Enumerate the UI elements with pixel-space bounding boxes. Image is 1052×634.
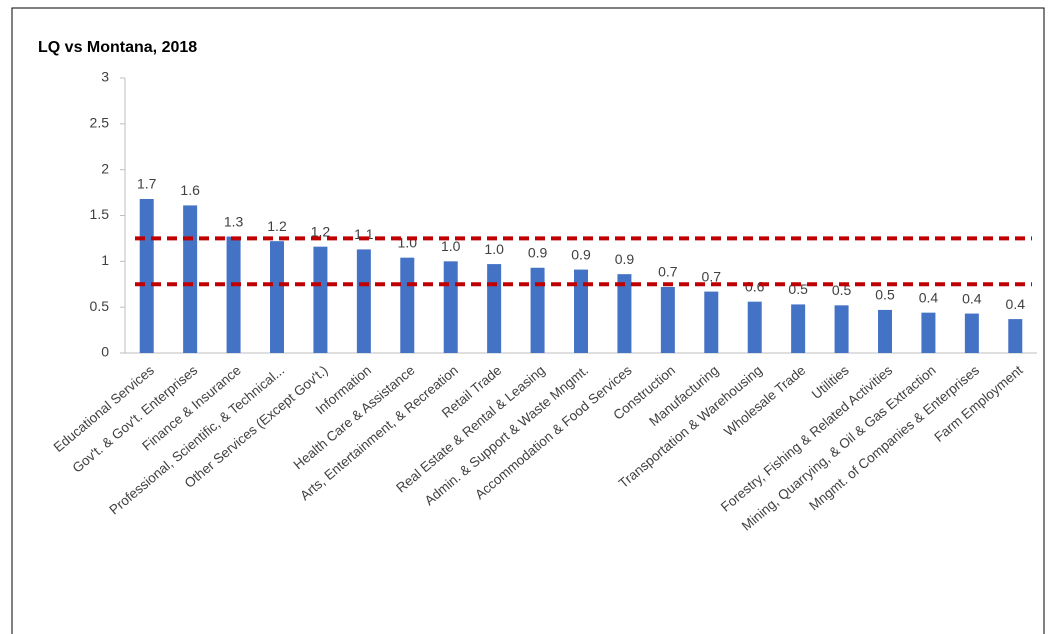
value-label: 1.0	[441, 238, 461, 254]
value-label: 1.7	[137, 176, 157, 192]
bar	[878, 309, 892, 353]
value-label: 1.6	[180, 182, 200, 198]
bar	[747, 301, 762, 353]
y-tick-label: 0	[101, 344, 109, 360]
bar	[574, 269, 588, 353]
bar	[964, 313, 979, 353]
bar	[183, 205, 198, 353]
value-label: 0.7	[658, 264, 678, 280]
value-label: 0.4	[919, 289, 939, 305]
value-label: 1.0	[484, 241, 504, 257]
bar	[791, 304, 806, 353]
y-tick-label: 1.5	[90, 206, 110, 222]
y-tick-label: 2	[101, 160, 109, 176]
bar	[704, 291, 719, 353]
bar	[660, 287, 675, 353]
bar	[443, 261, 458, 353]
bar	[834, 305, 849, 353]
y-tick-label: 3	[101, 69, 109, 85]
bar	[139, 199, 154, 353]
value-label: 0.5	[875, 287, 895, 303]
value-label: 0.9	[571, 246, 591, 262]
bar	[487, 264, 502, 353]
bar	[617, 274, 632, 353]
value-label: 0.4	[1006, 296, 1026, 312]
bar	[270, 241, 284, 353]
bar	[530, 267, 545, 353]
bar	[921, 312, 936, 353]
y-tick-label: 0.5	[90, 298, 110, 314]
value-label: 0.4	[962, 290, 982, 306]
y-tick-label: 2.5	[90, 115, 110, 131]
chart-title: LQ vs Montana, 2018	[38, 39, 197, 56]
value-label: 1.3	[224, 213, 244, 229]
bar	[356, 249, 371, 353]
bar	[400, 257, 415, 353]
value-label: 1.2	[267, 218, 287, 234]
value-label: 0.9	[528, 244, 548, 260]
bar	[226, 236, 241, 353]
value-label: 0.7	[702, 268, 722, 284]
value-label: 0.6	[745, 278, 765, 294]
value-label: 0.9	[615, 251, 635, 267]
value-label: 1.2	[311, 223, 331, 239]
bar	[1008, 319, 1023, 353]
bar	[313, 246, 328, 353]
y-tick-label: 1	[101, 252, 109, 268]
